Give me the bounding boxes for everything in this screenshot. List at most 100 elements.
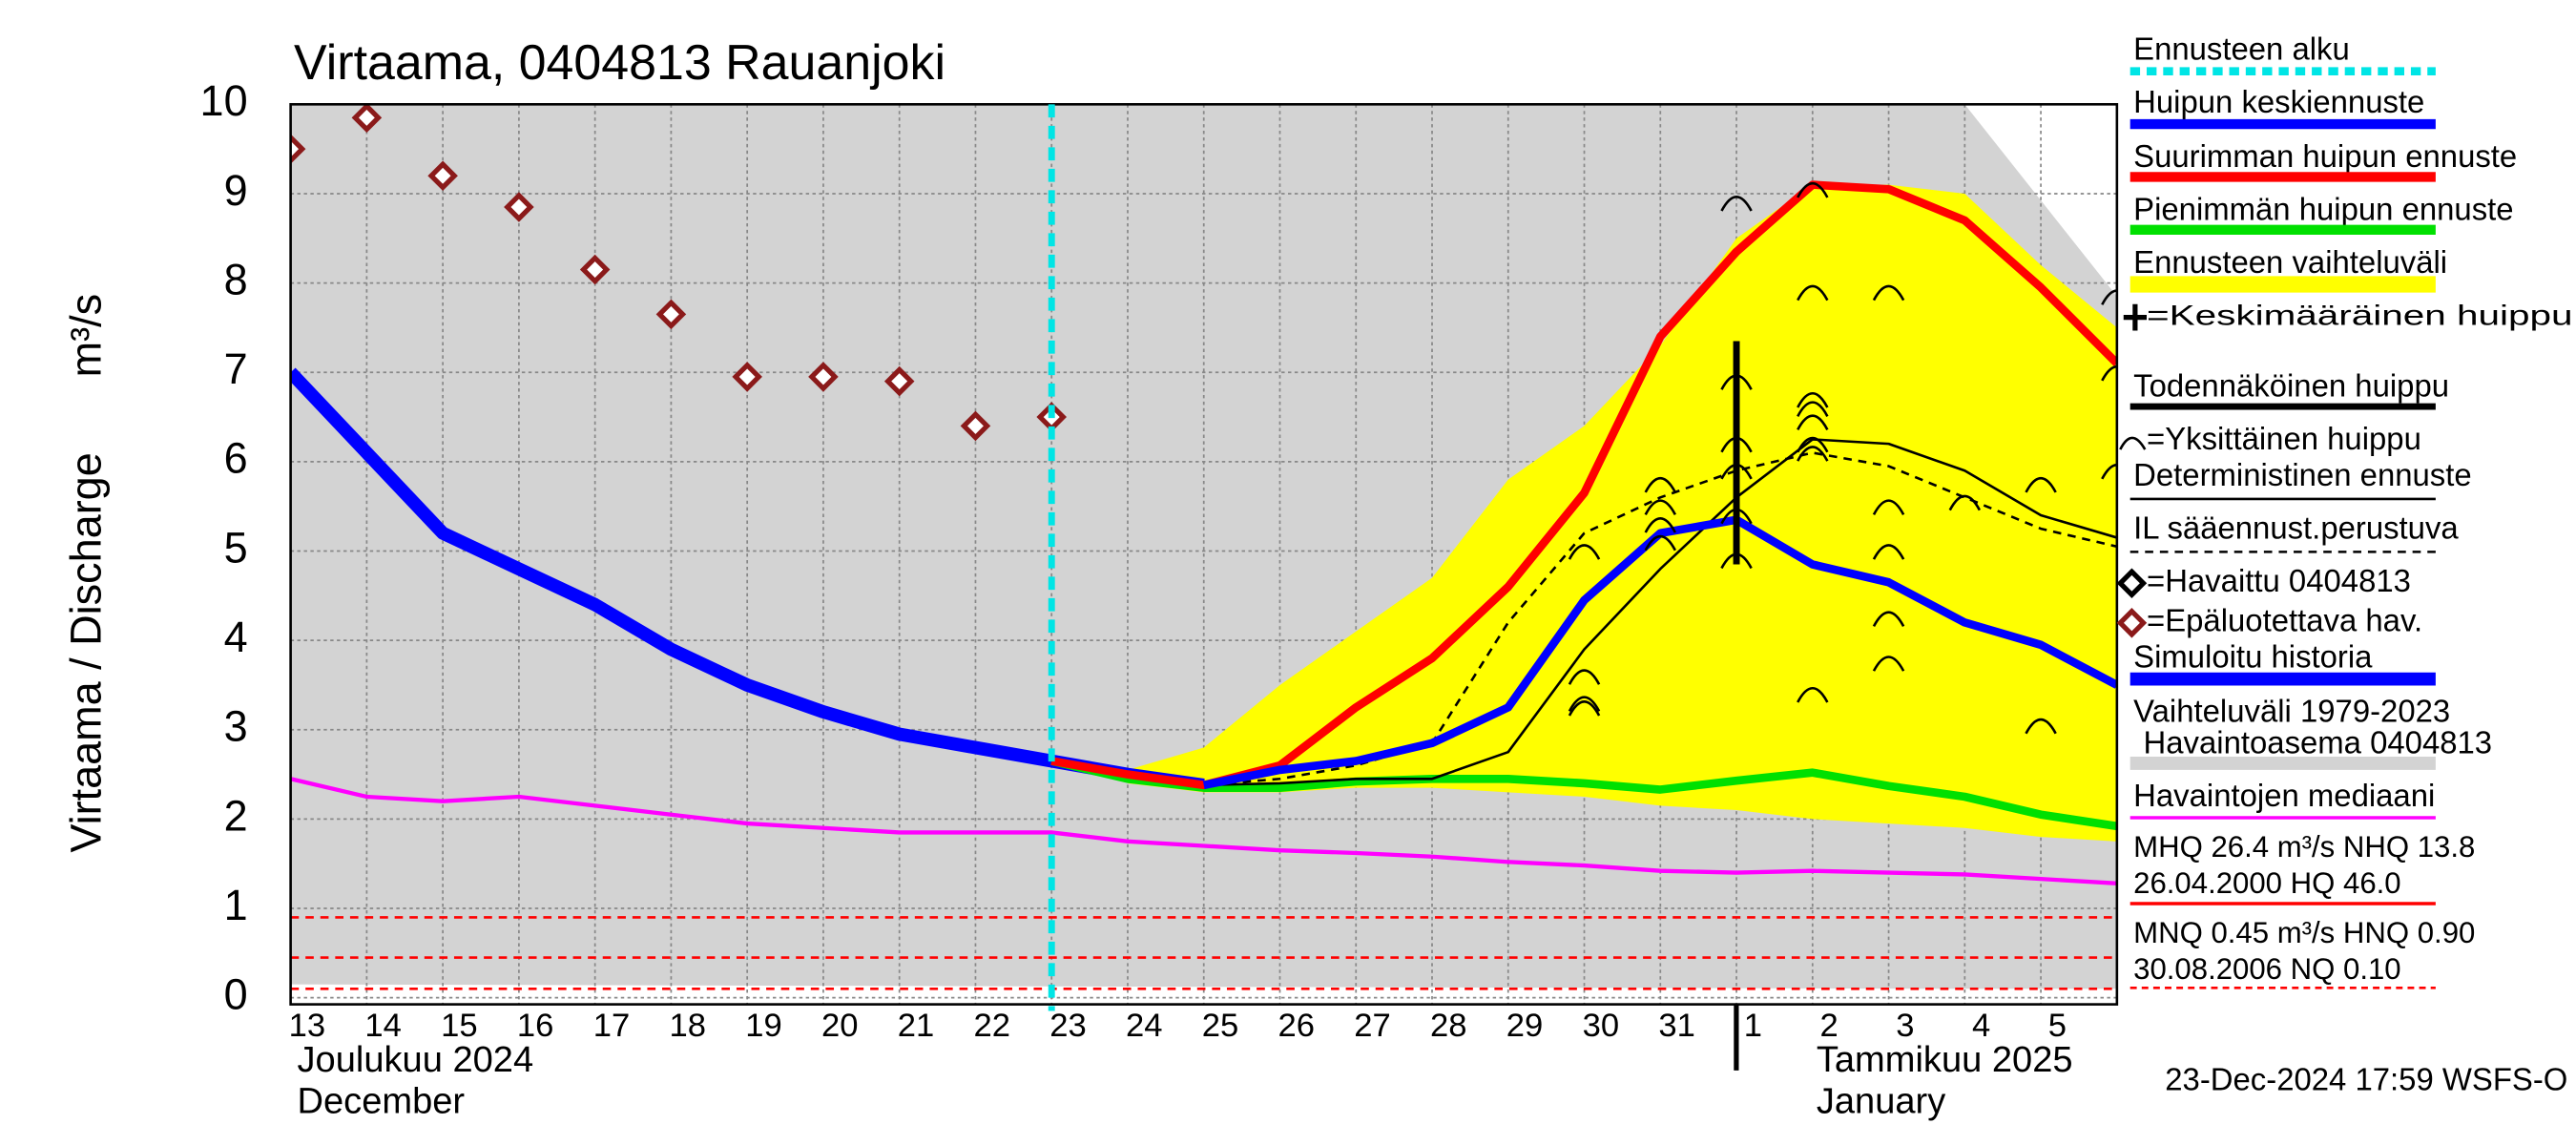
data-point (351, 104, 383, 134)
x-tick-label: 18 (669, 1008, 706, 1044)
peak-marker (1797, 392, 1829, 408)
y-tick-label: 9 (224, 166, 248, 215)
y-axis-unit: m³/s (61, 294, 110, 377)
data-point (960, 410, 991, 442)
x-tick-label: 1 (1744, 1008, 1762, 1044)
x-tick-label: 21 (898, 1008, 935, 1044)
stats-label: MHQ 26.4 m³/s NHQ 13.8 (2133, 830, 2475, 864)
peak-marker (1568, 700, 1601, 717)
peak-marker (1872, 284, 1905, 302)
x-tick-label: 24 (1126, 1008, 1163, 1044)
legend-label: =Keskimääräinen huippu (2147, 300, 2573, 331)
y-tick-label: 7 (224, 344, 248, 393)
x-tick-label: 4 (1972, 1008, 1990, 1044)
legend-label: =Yksittäinen huippu (2147, 421, 2421, 456)
y-tick-label: 2 (224, 791, 248, 840)
x-tick-label: 19 (745, 1008, 782, 1044)
legend-label: Huipun keskiennuste (2133, 84, 2424, 119)
peak-marker (2101, 364, 2117, 382)
peak-marker (1797, 414, 1829, 430)
y-tick-label: 5 (224, 523, 248, 572)
data-point (504, 192, 534, 222)
legend-label: Todennäköinen huippu (2133, 368, 2449, 404)
legend-label: Ennusteen alku (2133, 31, 2350, 67)
stats-label: 30.08.2006 NQ 0.10 (2133, 952, 2400, 986)
peak-marker (1797, 436, 1829, 453)
y-tick-label: 10 (200, 76, 248, 125)
range-band (1127, 184, 2117, 842)
x-tick-label: 26 (1278, 1008, 1316, 1044)
legend-swatch (2119, 436, 2147, 450)
data-point (290, 134, 306, 164)
legend-swatch (2116, 568, 2148, 599)
y-axis-label: Virtaama / Discharge (61, 452, 110, 852)
peak-marker (1797, 284, 1829, 302)
peak-marker (1644, 517, 1677, 533)
peak-marker (1872, 656, 1905, 672)
legend-label: Ennusteen vaihteluväli (2133, 244, 2447, 280)
legend-swatch (2116, 608, 2148, 638)
peak-marker (2025, 476, 2057, 493)
x-tick-label: 2 (1819, 1008, 1838, 1044)
legend-label: =Epäluotettava hav. (2147, 602, 2422, 637)
peak-marker (1797, 686, 1829, 703)
x-tick-label: 13 (289, 1008, 326, 1044)
data-point (883, 365, 915, 397)
data-point (808, 362, 839, 392)
y-tick-label: 1 (224, 881, 248, 929)
peak-marker (1720, 196, 1753, 212)
plot-frame (289, 103, 2119, 1006)
footer: 23-Dec-2024 17:59 WSFS-O (2165, 1062, 2567, 1097)
series-line (1202, 515, 2117, 790)
series-line (1050, 757, 2117, 831)
legend-label: Pienimmän huipun ennuste (2133, 192, 2513, 227)
peak-marker (1568, 544, 1601, 560)
legend-label: IL sääennust.perustuva (2133, 510, 2459, 546)
peak-marker (2101, 289, 2117, 305)
legend-label: Havaintoasema 0404813 (2144, 725, 2493, 760)
x-tick-label: 28 (1430, 1008, 1467, 1044)
x-tick-label: 16 (517, 1008, 554, 1044)
x-tick-label: 14 (364, 1008, 402, 1044)
x-tick-label: 17 (593, 1008, 631, 1044)
legend-swatch (2123, 303, 2147, 331)
x-tick-label: 27 (1354, 1008, 1391, 1044)
y-tick-label: 0 (224, 970, 248, 1019)
peak-marker (1797, 401, 1829, 417)
x-tick-label: 23 (1049, 1008, 1087, 1044)
plot-area (290, 104, 2117, 1005)
x-tick-label: 31 (1658, 1008, 1695, 1044)
peak-marker (1797, 181, 1829, 198)
x-tick-label: 30 (1583, 1008, 1620, 1044)
peak-marker (1872, 544, 1905, 560)
x-tick-label: 25 (1202, 1008, 1239, 1044)
x-tick-label: 29 (1506, 1008, 1544, 1044)
y-tick-label: 3 (224, 702, 248, 751)
peak-marker (1872, 499, 1905, 515)
stats-label: 26.04.2000 HQ 46.0 (2133, 866, 2400, 900)
y-tick-label: 4 (224, 613, 248, 661)
peak-marker (1797, 446, 1829, 462)
data-point (732, 362, 762, 392)
legend-label: Havaintojen mediaani (2133, 778, 2435, 813)
x-tick-label: 20 (821, 1008, 858, 1044)
y-tick-label: 8 (224, 255, 248, 303)
x-tick-label: 5 (2048, 1008, 2067, 1044)
series-line (290, 777, 2117, 885)
peak-marker (1872, 611, 1905, 627)
y-tick-label: 6 (224, 434, 248, 483)
peak-marker (1644, 476, 1677, 493)
x-tick-label: 3 (1896, 1008, 1914, 1044)
x-month-label: December (298, 1082, 466, 1122)
peak-marker (1948, 494, 1982, 511)
legend-label: Suurimman huipun ennuste (2133, 138, 2517, 174)
peak-marker (2101, 463, 2117, 480)
x-month-label: January (1817, 1082, 1945, 1122)
peak-marker (1644, 534, 1677, 552)
peak-marker (2025, 718, 2057, 735)
legend-label: =Havaittu 0404813 (2147, 563, 2411, 598)
peak-marker (1568, 696, 1601, 712)
peak-marker (1644, 499, 1677, 515)
x-tick-label: 22 (974, 1008, 1010, 1044)
